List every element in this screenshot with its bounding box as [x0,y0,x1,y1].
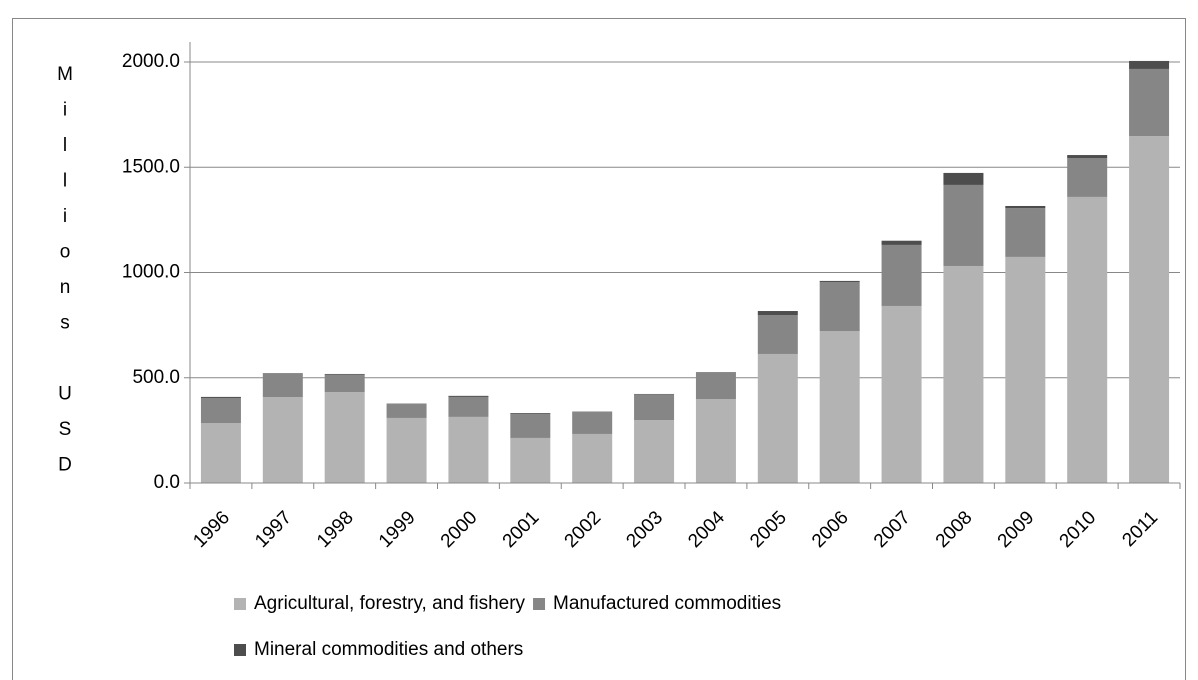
bar-segment [510,413,551,414]
bar-segment [1067,157,1108,197]
x-tick-label: 2011 [1118,507,1162,551]
bar-segment [1129,136,1170,483]
x-tick-label: 1997 [251,507,296,552]
x-tick-label: 2006 [808,507,853,552]
x-tick-label: 2002 [561,507,606,552]
bar-segment [881,305,922,483]
x-tick-label: 2001 [499,507,544,552]
bar-segment [572,433,613,483]
chart-border [12,18,1186,680]
legend-label: Agricultural, forestry, and fishery [254,593,526,614]
legend-swatch [234,598,246,610]
x-tick-label: 1998 [313,507,358,552]
x-tick-label: 2007 [870,507,915,552]
bar-segment [448,416,489,483]
bar-segment [262,373,303,374]
bar-segment [695,372,736,373]
bar-segment [819,280,860,282]
legend-label: Mineral commodities and others [254,639,523,660]
x-tick-label: 2005 [746,507,791,552]
bar-segment [881,240,922,245]
bar-segment [510,413,551,438]
bar-segment [1129,68,1170,137]
bar-segment [757,315,798,354]
y-tick-label: 2000.0 [122,51,180,72]
bar-segment [695,372,736,400]
x-tick-label: 2010 [1056,507,1101,552]
bar-segment [324,373,365,375]
x-tick-label: 2000 [437,507,482,552]
bar-segment [324,392,365,483]
bar-segment [1005,205,1046,209]
bar-segment [819,281,860,332]
y-tick-label: 500.0 [132,367,180,388]
x-tick-label: 2009 [994,507,1039,552]
bar-segment [448,396,489,417]
bar-segment [943,265,984,483]
bar-segment [324,374,365,393]
x-tick-label: 1999 [375,507,420,552]
bar-segment [695,399,736,483]
y-tick-label: 0.0 [154,472,180,493]
legend-swatch [533,598,546,610]
x-tick-label: 2004 [684,507,729,552]
bar-segment [262,397,303,483]
bar-segment [200,423,241,483]
bar-segment [943,172,984,185]
bar-segment [448,395,489,397]
bar-segment [510,437,551,483]
bar-segment [819,331,860,483]
legend-label: Manufactured commodities [553,593,781,614]
bar-segment [943,184,984,266]
bar-segment [1129,60,1170,69]
legend-swatch [234,644,246,656]
y-tick-label: 1000.0 [122,262,180,283]
bar-segment [200,397,241,424]
bar-segment [634,420,675,483]
bar-segment [634,394,675,421]
bar-segment [1005,256,1046,483]
x-tick-label: 2008 [932,507,977,552]
bar-segment [881,244,922,306]
bar-segment [1067,196,1108,484]
bar-segment [200,396,241,398]
bar-segment [386,417,427,483]
bar-segment [262,373,303,398]
bar-segment [386,404,427,418]
y-tick-label: 1500.0 [122,156,180,177]
bar-segment [757,353,798,483]
bar-segment [1067,155,1108,158]
bar-segment [1005,208,1046,257]
bar-segment [572,412,613,434]
bar-segment [757,311,798,316]
x-tick-label: 1996 [189,507,234,552]
x-tick-label: 2003 [622,507,667,552]
